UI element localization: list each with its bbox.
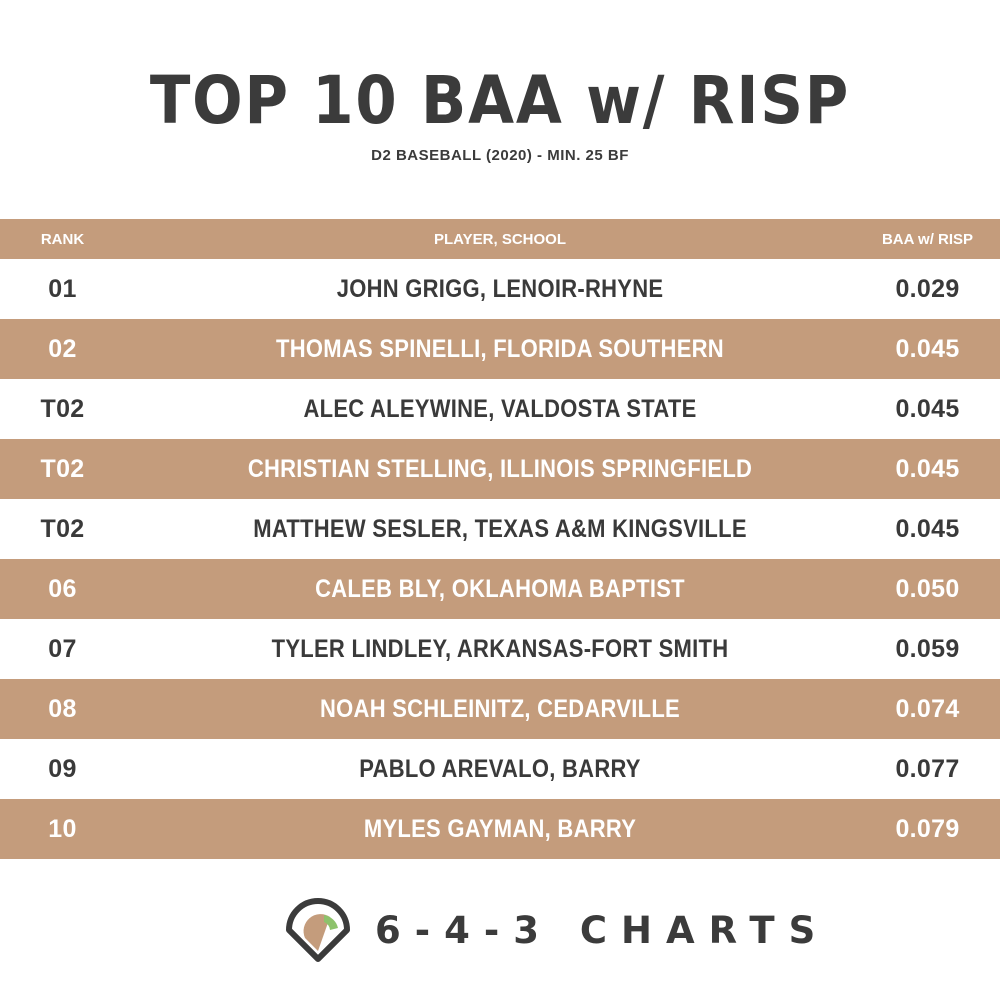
column-header-rank: RANK <box>40 230 85 248</box>
player-school-cell: MYLES GAYMAN, BARRY <box>363 814 637 843</box>
table-body: 01 JOHN GRIGG, LENOIR-RHYNE 0.029 02 THOMAS … <box>0 259 1000 859</box>
rank-cell: T02 <box>40 394 85 423</box>
table-header-row: RANK PLAYER, SCHOOL BAA w/ RISP <box>0 219 1000 259</box>
column-header-baa: BAA w/ RISP <box>881 230 974 248</box>
rank-cell: 09 <box>48 754 77 783</box>
table-row: 10 MYLES GAYMAN, BARRY 0.079 <box>0 799 1000 859</box>
player-school-cell: CHRISTIAN STELLING, ILLINOIS SPRINGFIELD <box>247 454 753 483</box>
table-row: 08 NOAH SCHLEINITZ, CEDARVILLE 0.074 <box>0 679 1000 739</box>
baa-value-cell: 0.045 <box>895 334 960 363</box>
player-school-cell: TYLER LINDLEY, ARKANSAS-FORT SMITH <box>271 634 729 663</box>
table-row: 06 CALEB BLY, OKLAHOMA BAPTIST 0.050 <box>0 559 1000 619</box>
table-row: T02 ALEC ALEYWINE, VALDOSTA STATE 0.045 <box>0 379 1000 439</box>
player-school-cell: MATTHEW SESLER, TEXAS A&M KINGSVILLE <box>253 514 747 543</box>
player-school-cell: THOMAS SPINELLI, FLORIDA SOUTHERN <box>276 334 724 363</box>
brand-footer: 6-4-3 CHARTS <box>0 895 1000 965</box>
brand-name: 6-4-3 CHARTS <box>375 908 830 952</box>
baa-value-cell: 0.050 <box>895 574 960 603</box>
rank-cell: 06 <box>48 574 77 603</box>
baseball-field-icon <box>286 898 350 962</box>
rank-cell: 01 <box>48 274 77 303</box>
table-row: 02 THOMAS SPINELLI, FLORIDA SOUTHERN 0.045 <box>0 319 1000 379</box>
baa-value-cell: 0.074 <box>895 694 960 723</box>
table-row: 01 JOHN GRIGG, LENOIR-RHYNE 0.029 <box>0 259 1000 319</box>
chart-subtitle: D2 BASEBALL (2020) - MIN. 25 BF <box>371 147 629 164</box>
player-school-cell: CALEB BLY, OKLAHOMA BAPTIST <box>315 574 685 603</box>
rank-cell: T02 <box>40 514 85 543</box>
table-row: 07 TYLER LINDLEY, ARKANSAS-FORT SMITH 0.05… <box>0 619 1000 679</box>
rank-cell: 02 <box>48 334 77 363</box>
player-school-cell: PABLO AREVALO, BARRY <box>359 754 641 783</box>
chart-title: TOP 10 BAA w/ RISP <box>149 62 851 139</box>
rank-cell: 08 <box>48 694 77 723</box>
stats-table: RANK PLAYER, SCHOOL BAA w/ RISP 01 JOHN G… <box>0 219 1000 859</box>
table-row: 09 PABLO AREVALO, BARRY 0.077 <box>0 739 1000 799</box>
player-school-cell: NOAH SCHLEINITZ, CEDARVILLE <box>320 694 680 723</box>
baa-value-cell: 0.045 <box>895 394 960 423</box>
rank-cell: 10 <box>48 814 77 843</box>
baa-value-cell: 0.079 <box>895 814 960 843</box>
column-header-player-school: PLAYER, SCHOOL <box>434 230 566 248</box>
baa-value-cell: 0.059 <box>895 634 960 663</box>
baa-value-cell: 0.045 <box>895 454 960 483</box>
baa-value-cell: 0.029 <box>895 274 960 303</box>
rank-cell: 07 <box>48 634 77 663</box>
table-row: T02 CHRISTIAN STELLING, ILLINOIS SPRINGFI… <box>0 439 1000 499</box>
rank-cell: T02 <box>40 454 85 483</box>
baa-value-cell: 0.077 <box>895 754 960 783</box>
table-row: T02 MATTHEW SESLER, TEXAS A&M KINGSVILLE 0… <box>0 499 1000 559</box>
player-school-cell: JOHN GRIGG, LENOIR-RHYNE <box>336 274 664 303</box>
player-school-cell: ALEC ALEYWINE, VALDOSTA STATE <box>303 394 697 423</box>
baa-value-cell: 0.045 <box>895 514 960 543</box>
